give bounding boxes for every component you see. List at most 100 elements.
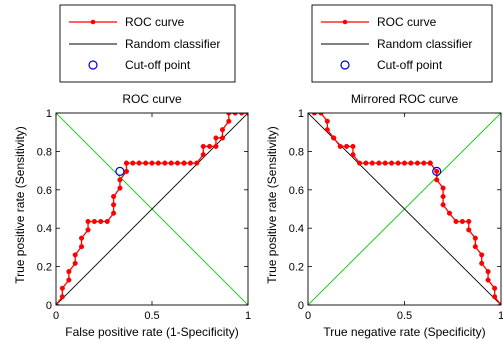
roc-point — [434, 168, 440, 174]
x-axis-label: True negative rate (Specificity) — [323, 325, 485, 339]
roc-point — [363, 160, 369, 166]
roc-point — [104, 218, 110, 225]
roc-point — [219, 127, 226, 133]
roc-point — [389, 160, 395, 166]
roc-point — [66, 277, 72, 283]
y-axis-label: True positive rate (Sensitivity) — [265, 126, 279, 284]
roc-point — [440, 193, 446, 200]
roc-point — [219, 135, 226, 141]
roc-point — [85, 218, 91, 225]
roc-point — [59, 285, 65, 291]
chart-title: Mirrored ROC curve — [351, 92, 459, 106]
roc-point — [459, 218, 465, 225]
roc-point — [213, 143, 219, 149]
roc-point — [143, 160, 149, 166]
roc-curve-line — [314, 113, 501, 305]
roc-point — [324, 127, 330, 133]
roc-point — [485, 277, 491, 283]
roc-point — [479, 252, 485, 258]
roc-point — [440, 202, 446, 208]
roc-point — [72, 252, 78, 258]
roc-point — [111, 202, 117, 208]
y-tick-label: 0.8 — [289, 146, 304, 158]
cutoff-point-marker — [432, 166, 442, 176]
roc-point — [162, 160, 168, 166]
roc-point — [239, 113, 245, 116]
roc-point — [414, 160, 420, 166]
legend-box — [311, 4, 493, 83]
y-tick-label: 0.2 — [37, 262, 52, 274]
y-tick-label: 0.4 — [289, 223, 304, 235]
roc-point — [123, 160, 130, 166]
legend-label-cutoff: Cut-off point — [377, 58, 443, 72]
roc-point — [434, 177, 440, 183]
y-tick-label: 0 — [298, 300, 304, 312]
roc-point — [356, 160, 363, 166]
legend-cutoff-swatch — [88, 60, 98, 70]
roc-point — [155, 160, 161, 166]
roc-point — [344, 143, 350, 149]
y-tick-label: 0.4 — [37, 223, 52, 235]
roc-point — [174, 160, 181, 166]
y-tick-label: 1 — [46, 108, 52, 120]
roc-point — [311, 113, 317, 116]
y-tick-label: 0.6 — [289, 185, 304, 197]
roc-point — [226, 118, 232, 124]
x-tick-label: 0.5 — [144, 310, 159, 322]
roc-point — [72, 260, 78, 266]
roc-point — [85, 227, 91, 233]
roc-point — [337, 143, 343, 149]
legend-roc-dot — [90, 19, 96, 25]
roc-point — [136, 160, 142, 166]
roc-point — [168, 160, 174, 166]
roc-point — [78, 244, 85, 250]
x-tick-label: 1 — [245, 310, 251, 322]
roc-point — [91, 218, 97, 225]
roc-point — [194, 160, 200, 166]
roc-point — [181, 160, 187, 166]
roc-point — [66, 269, 72, 275]
x-tick-label: 1 — [498, 310, 503, 322]
legend-cutoff-swatch — [340, 60, 350, 70]
legend: ROC curve Random classifier Cut-off point — [311, 4, 493, 83]
legend: ROC curve Random classifier Cut-off point — [59, 4, 236, 83]
roc-point — [78, 235, 85, 241]
x-axis-label: False positive rate (1-Specificity) — [65, 325, 238, 339]
roc-point — [200, 152, 206, 158]
roc-point — [98, 218, 104, 225]
x-tick-label: 0 — [305, 310, 311, 322]
y-axis-label: True positive rate (Sensitivity) — [13, 126, 27, 284]
y-tick-label: 0.6 — [37, 185, 52, 197]
roc-point — [466, 227, 472, 233]
roc-point — [401, 160, 408, 166]
roc-point — [408, 160, 414, 166]
roc-point — [446, 210, 453, 216]
roc-point — [130, 160, 136, 166]
legend-roc-dot — [342, 19, 348, 25]
roc-point — [207, 143, 213, 149]
roc-point — [318, 113, 324, 116]
roc-point — [350, 152, 356, 158]
y-tick-label: 1 — [298, 108, 304, 120]
roc-point — [369, 160, 375, 166]
legend-label-roc: ROC curve — [125, 15, 185, 29]
roc-point — [440, 185, 446, 191]
roc-point — [427, 160, 433, 166]
roc-point — [149, 160, 155, 166]
y-tick-label: 0.2 — [289, 262, 304, 274]
chart-title: ROC curve — [122, 92, 182, 106]
roc-point — [187, 160, 193, 166]
roc-point — [111, 210, 117, 216]
roc-point — [395, 160, 401, 166]
x-tick-label: 0.5 — [397, 310, 412, 322]
y-tick-label: 0 — [46, 300, 52, 312]
roc-point — [213, 135, 219, 141]
roc-point — [485, 269, 491, 275]
legend-box — [59, 4, 236, 83]
legend-label-cutoff: Cut-off point — [125, 58, 191, 72]
x-tick-label: 0 — [53, 310, 59, 322]
roc-point — [382, 160, 388, 166]
roc-point — [472, 235, 478, 241]
roc-point — [111, 193, 117, 200]
